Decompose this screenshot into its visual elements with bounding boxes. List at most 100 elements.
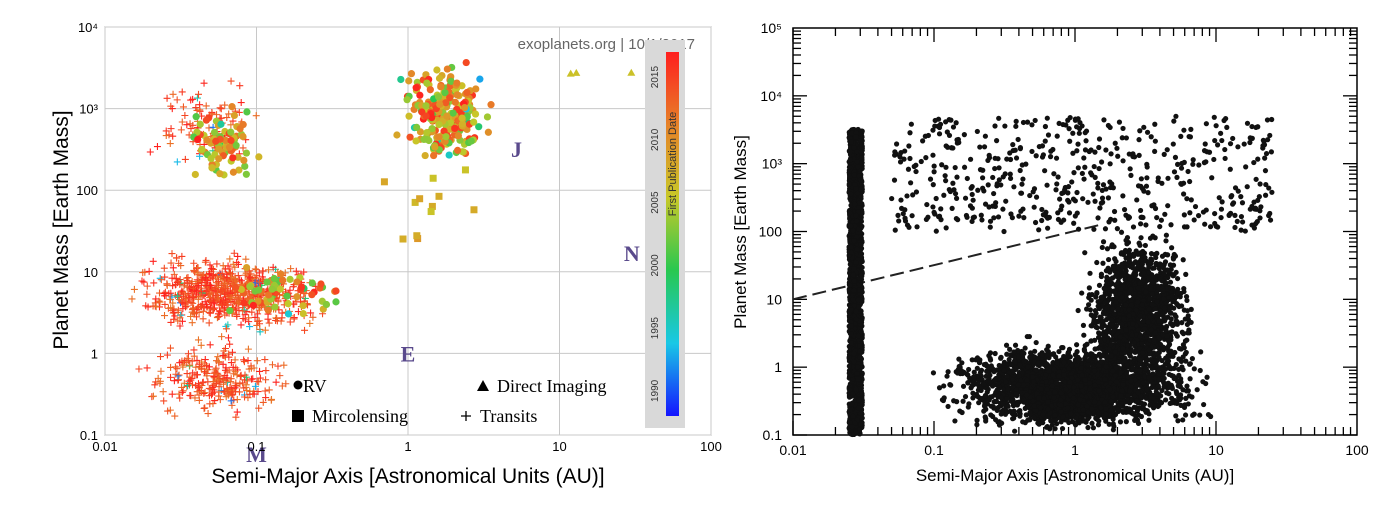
right-point [1010, 142, 1016, 148]
right-point [1114, 226, 1120, 232]
left-point-rv [227, 128, 235, 136]
right-point [1120, 125, 1126, 132]
right-point [847, 157, 853, 163]
left-point-transit [178, 252, 186, 260]
left-point-transit [265, 319, 273, 327]
left-point-transit [307, 309, 315, 317]
right-point [1107, 161, 1113, 167]
right-point [1074, 342, 1080, 348]
left-y-tick-label: 1 [91, 346, 98, 361]
right-point [952, 164, 958, 171]
left-point-rv [277, 270, 285, 278]
left-point-transit [239, 379, 247, 387]
right-point [943, 143, 949, 149]
right-point [1243, 164, 1249, 170]
right-point [1058, 219, 1064, 225]
right-point [933, 195, 939, 202]
right-point [1045, 225, 1051, 231]
right-point [995, 214, 1002, 220]
right-point [1257, 208, 1263, 214]
left-point-transit [183, 283, 191, 291]
right-point [943, 178, 949, 184]
right-point [1218, 130, 1224, 136]
right-point [1108, 151, 1114, 157]
left-point-rv [406, 133, 414, 141]
right-point [1018, 190, 1024, 196]
left-point-transit [157, 367, 165, 375]
left-point-transit [259, 398, 267, 406]
left-point-transit [156, 274, 164, 282]
right-point [848, 139, 854, 145]
right-point [1021, 215, 1027, 221]
left-point-rv [322, 300, 331, 309]
colorbar-tick-label: 2000 [650, 254, 661, 277]
right-point [1232, 224, 1238, 231]
left-point-rv [423, 128, 431, 137]
right-point [1267, 217, 1274, 223]
left-point-transit [194, 380, 202, 388]
left-point-transit [248, 308, 256, 316]
left-point-transit [206, 309, 214, 317]
right-point [1042, 138, 1048, 144]
left-point-transit [224, 289, 232, 297]
right-point [1067, 114, 1073, 121]
right-point [1171, 118, 1177, 124]
left-point-rv [203, 136, 211, 144]
right-point [1050, 146, 1056, 153]
left-point-transit [168, 250, 176, 258]
left-point-rv [293, 293, 301, 301]
right-point [1020, 206, 1026, 212]
right-point [1171, 169, 1178, 175]
left-point-transit [221, 290, 229, 298]
right-point [1185, 168, 1191, 175]
left-point-rv [270, 274, 278, 283]
left-point-transit [201, 258, 209, 266]
right-point [1003, 198, 1009, 204]
left-point-transit [184, 274, 192, 282]
right-point [938, 217, 944, 223]
left-point-transit [224, 334, 232, 342]
left-x-tick-label: 0.1 [247, 439, 265, 454]
left-point-transit [207, 265, 215, 273]
right-point [1212, 137, 1218, 144]
left-point-transit [163, 282, 171, 290]
left-point-transit [230, 249, 238, 257]
right-point [1143, 222, 1149, 228]
left-point-transit [179, 299, 187, 307]
right-point [985, 182, 991, 188]
right-point [1230, 135, 1236, 142]
left-point-rv [226, 307, 234, 315]
left-point-rv [443, 65, 451, 73]
left-point-transit [156, 353, 164, 361]
right-point [950, 180, 956, 186]
left-point-transit [152, 303, 160, 311]
right-point [848, 323, 854, 329]
left-point-transit [170, 270, 178, 278]
right-point [907, 130, 913, 136]
left-point-transit [171, 312, 179, 320]
left-point-transit [213, 260, 221, 268]
right-point [889, 195, 895, 202]
right-point [856, 397, 862, 403]
left-point-transit [167, 259, 175, 267]
right-point [1004, 156, 1010, 162]
left-point-transit [227, 294, 235, 302]
left-point-rv [454, 132, 462, 140]
right-point [1226, 212, 1232, 218]
right-point [1264, 117, 1271, 123]
right-point [1181, 127, 1187, 133]
right-point [1263, 181, 1269, 188]
right-point [1013, 123, 1019, 129]
left-point-transit [171, 412, 179, 420]
right-point [920, 138, 926, 144]
right-point [953, 120, 959, 126]
left-point-transit [174, 292, 182, 300]
left-point-transit [194, 283, 202, 291]
right-point [858, 138, 864, 144]
left-point-transit [175, 390, 183, 398]
right-point [1178, 133, 1184, 139]
right-point [991, 190, 997, 197]
right-point [1092, 174, 1098, 180]
left-point-transit [235, 307, 243, 315]
right-point [913, 189, 920, 195]
